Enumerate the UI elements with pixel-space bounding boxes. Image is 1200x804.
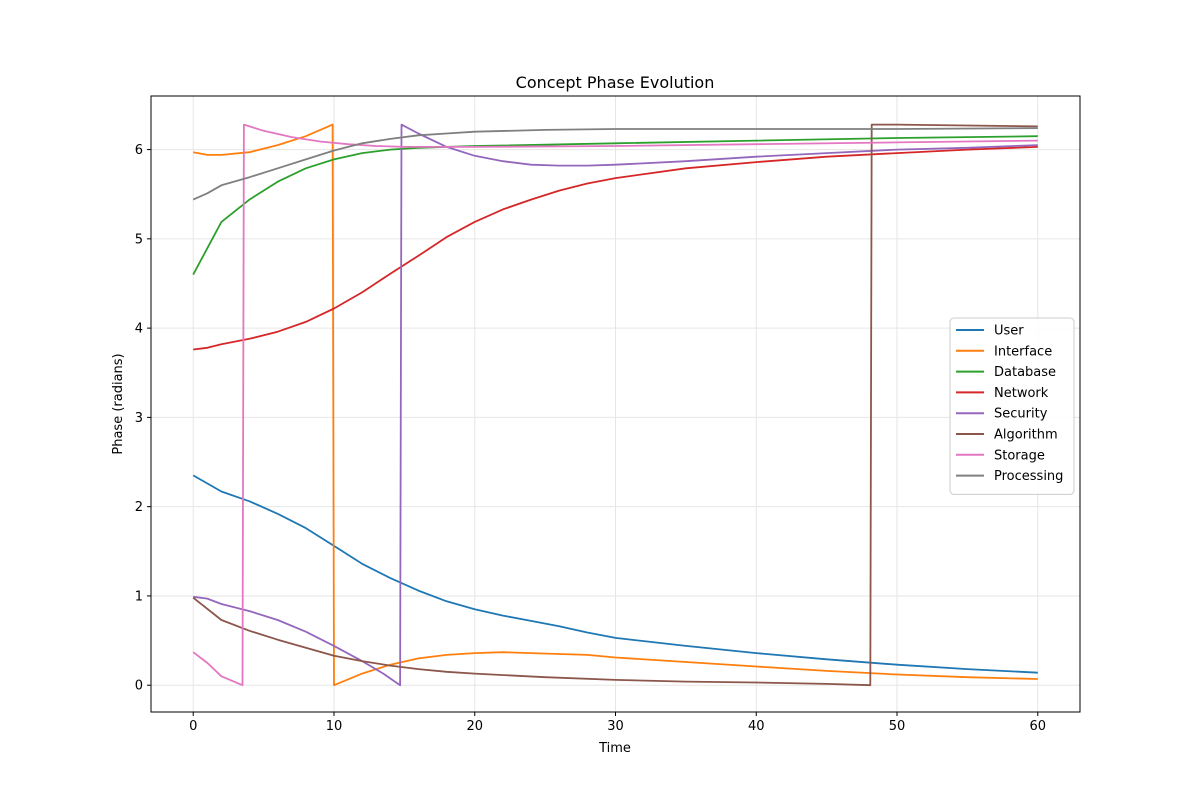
series-line-storage <box>192 123 1038 687</box>
legend: User Interface Database Network Security Algo… <box>949 317 1075 495</box>
legend-label-interface: Interface <box>994 344 1052 359</box>
legend-box <box>949 317 1075 495</box>
x-axis-ticks: 0 10 20 30 40 50 60 <box>189 712 1046 734</box>
x-tick-label: 50 <box>889 719 906 734</box>
y-tick-label: 0 <box>135 679 143 694</box>
y-tick-label: 2 <box>135 500 143 515</box>
series-line-network <box>193 146 1038 351</box>
x-tick-label: 10 <box>326 719 343 734</box>
series-line-interface <box>193 123 1038 687</box>
series-line-processing <box>192 127 1038 201</box>
legend-label-user: User <box>994 324 1024 339</box>
legend-items: User Interface Database Network Security Algo… <box>956 324 1063 484</box>
chart-title: Concept Phase Evolution <box>516 73 715 92</box>
x-tick-label: 20 <box>466 719 483 734</box>
y-axis-label: Phase (radians) <box>111 353 126 454</box>
legend-label-network: Network <box>994 386 1049 401</box>
series-lines <box>192 123 1038 687</box>
grid-lines <box>151 96 1080 712</box>
y-tick-label: 5 <box>135 232 143 247</box>
legend-label-processing: Processing <box>994 469 1063 484</box>
x-tick-label: 30 <box>607 719 624 734</box>
legend-label-database: Database <box>994 365 1056 380</box>
x-axis-label: Time <box>598 741 631 756</box>
y-tick-label: 1 <box>135 589 143 604</box>
y-axis-ticks: 0 1 2 3 4 5 6 <box>135 143 151 694</box>
y-tick-label: 4 <box>135 322 143 337</box>
legend-label-algorithm: Algorithm <box>994 428 1058 443</box>
x-tick-label: 60 <box>1029 719 1046 734</box>
y-tick-label: 3 <box>135 411 143 426</box>
legend-label-storage: Storage <box>994 448 1045 463</box>
x-tick-label: 40 <box>748 719 765 734</box>
legend-label-security: Security <box>994 407 1048 422</box>
series-line-database <box>192 135 1038 276</box>
series-line-algorithm <box>192 123 1038 687</box>
y-tick-label: 6 <box>135 143 143 158</box>
series-line-user <box>192 474 1038 674</box>
x-tick-label: 0 <box>189 719 197 734</box>
